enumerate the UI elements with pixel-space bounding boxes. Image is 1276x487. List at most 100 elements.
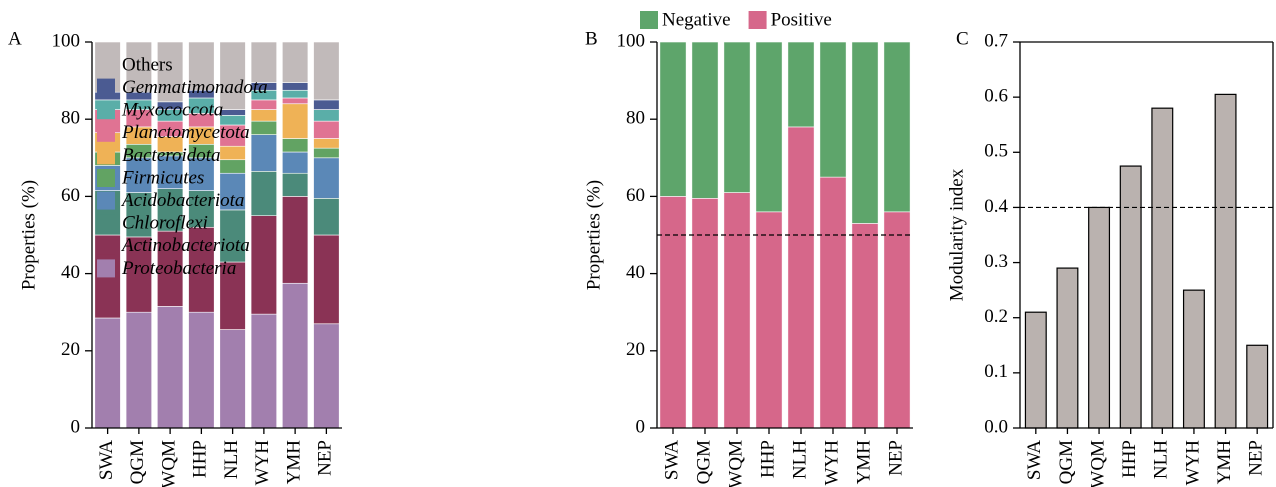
bar-segment xyxy=(787,41,815,128)
legend-swatch xyxy=(97,236,115,255)
legend-swatch xyxy=(748,11,767,29)
x-tick-label: YMH xyxy=(1214,440,1235,485)
y-tick-label: 0.2 xyxy=(984,306,1008,327)
bar-segment xyxy=(819,176,847,429)
y-tick-label: 60 xyxy=(61,185,80,206)
bar xyxy=(1024,311,1047,429)
legend-swatch xyxy=(97,169,115,187)
bar-segment xyxy=(313,157,340,199)
x-tick-label: WYH xyxy=(252,440,273,486)
bar-segment xyxy=(188,41,215,91)
bar-segment xyxy=(94,317,121,429)
bar-segment xyxy=(313,198,340,236)
legend-swatch xyxy=(97,214,115,233)
legend-label: Chloroflexi xyxy=(122,213,208,234)
y-tick-label: 0 xyxy=(71,416,81,437)
legend-swatch xyxy=(97,191,115,210)
bar-segment xyxy=(282,89,309,99)
bar-segment xyxy=(755,211,783,429)
bar-segment xyxy=(157,188,184,232)
x-tick-label: HHP xyxy=(757,440,778,478)
legend-label: Positive xyxy=(771,9,832,30)
bar-segment xyxy=(755,41,783,213)
bar-segment xyxy=(188,157,215,191)
legend-label: Gemmatimonadota xyxy=(122,77,268,98)
y-tick-label: 80 xyxy=(626,108,645,129)
legend-swatch xyxy=(97,146,115,165)
bar-segment xyxy=(282,151,309,174)
bar-segment xyxy=(250,134,277,172)
y-tick-label: 0.7 xyxy=(984,30,1008,51)
x-tick-label: HHP xyxy=(190,440,211,478)
legend-swatch xyxy=(640,11,658,29)
y-tick-label: 100 xyxy=(52,30,81,51)
bar-segment xyxy=(219,261,246,330)
bar-segment xyxy=(282,41,309,83)
bar-segment xyxy=(819,41,847,178)
bar-segment xyxy=(883,211,911,429)
bar xyxy=(1151,107,1174,429)
bar-segment xyxy=(188,226,215,313)
legend-swatch xyxy=(97,101,115,120)
bar-segment xyxy=(282,82,309,91)
bar-segment xyxy=(313,120,340,139)
y-tick-label: 0.1 xyxy=(984,361,1008,382)
bar xyxy=(1088,206,1111,429)
bar-segment xyxy=(188,311,215,429)
y-tick-label: 60 xyxy=(626,185,645,206)
bar-segment xyxy=(282,97,309,105)
x-tick-label: NEP xyxy=(1246,440,1267,476)
bar-segment xyxy=(691,198,719,429)
panel-label: A xyxy=(8,28,22,49)
bar-segment xyxy=(313,147,340,159)
legend-label: Actinobacteriota xyxy=(120,235,250,256)
bar-segment xyxy=(219,329,246,429)
bar-segment xyxy=(250,171,277,216)
legend-label: Proteobacteria xyxy=(121,258,236,279)
y-tick-label: 0.5 xyxy=(984,141,1008,162)
x-tick-label: QGM xyxy=(127,440,148,484)
x-tick-label: WYH xyxy=(1182,440,1203,486)
bar-segment xyxy=(313,99,340,110)
bar-segment xyxy=(313,109,340,122)
legend-label: Others xyxy=(122,54,173,75)
x-tick-label: SWA xyxy=(661,440,682,480)
y-tick-label: 0.6 xyxy=(984,86,1008,107)
x-tick-label: QGM xyxy=(1056,440,1077,484)
y-tick-label: 20 xyxy=(61,339,80,360)
bar xyxy=(1056,267,1079,429)
bar-segment xyxy=(188,190,215,228)
bar-segment xyxy=(125,157,152,193)
x-tick-label: WYH xyxy=(821,440,842,486)
legend-label: Bacteroidota xyxy=(122,145,221,166)
bar-segment xyxy=(723,41,751,193)
bar-segment xyxy=(313,323,340,429)
x-tick-label: NLH xyxy=(221,440,242,479)
bar-segment xyxy=(691,41,719,199)
bar-segment xyxy=(723,192,751,429)
legend-label: Myxococcota xyxy=(121,100,223,121)
bar xyxy=(1246,344,1269,429)
bar xyxy=(1119,165,1142,429)
bar-segment xyxy=(219,145,246,161)
bar-segment xyxy=(659,41,687,197)
x-tick-label: HHP xyxy=(1119,440,1140,478)
bar-segment xyxy=(125,236,152,313)
y-tick-label: 0.4 xyxy=(984,196,1008,217)
legend-swatch xyxy=(97,259,115,278)
legend-label: Firmicutes xyxy=(121,167,204,188)
y-tick-label: 0.3 xyxy=(984,251,1008,272)
bar xyxy=(1214,93,1237,429)
y-tick-label: 40 xyxy=(61,262,80,283)
y-tick-label: 0.0 xyxy=(984,416,1008,437)
y-axis-label: Modularity index xyxy=(946,168,967,301)
bar-segment xyxy=(282,172,309,197)
y-tick-label: 100 xyxy=(617,30,646,51)
bar-segment xyxy=(125,41,152,93)
bar-segment xyxy=(250,120,277,135)
legend-swatch xyxy=(97,56,115,74)
bar-segment xyxy=(282,196,309,284)
y-tick-label: 20 xyxy=(626,339,645,360)
bar-segment xyxy=(313,138,340,149)
